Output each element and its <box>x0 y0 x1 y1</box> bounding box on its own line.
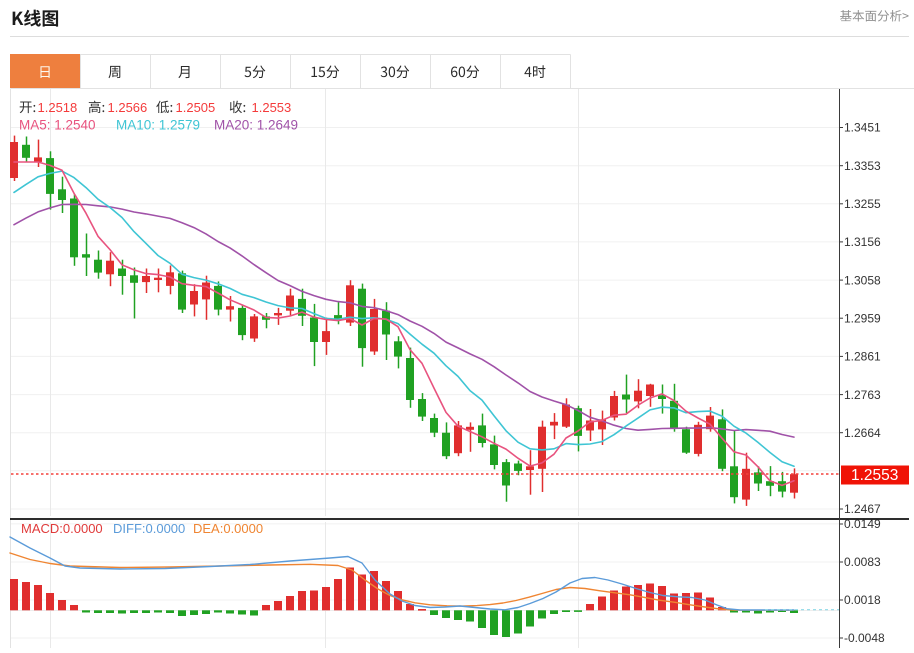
svg-text:MA10: 1.2579: MA10: 1.2579 <box>116 118 200 133</box>
svg-text:1.2566: 1.2566 <box>108 100 148 115</box>
svg-text:1.3255: 1.3255 <box>844 197 881 211</box>
svg-text:0.0083: 0.0083 <box>844 555 881 569</box>
svg-text:1.2959: 1.2959 <box>844 311 881 325</box>
svg-text:MA5: 1.2540: MA5: 1.2540 <box>19 118 96 133</box>
svg-text:1.2467: 1.2467 <box>844 502 881 516</box>
svg-text:0.0149: 0.0149 <box>844 517 881 531</box>
svg-text:1.3451: 1.3451 <box>844 121 881 135</box>
svg-text:1.2664: 1.2664 <box>844 426 881 440</box>
svg-text:1.2861: 1.2861 <box>844 350 881 364</box>
svg-text:MA20: 1.2649: MA20: 1.2649 <box>214 118 298 133</box>
svg-text:-0.0048: -0.0048 <box>844 631 885 645</box>
svg-text:1.3353: 1.3353 <box>844 159 881 173</box>
svg-text:1.2553: 1.2553 <box>252 100 292 115</box>
svg-text:MACD:0.0000: MACD:0.0000 <box>21 521 103 536</box>
svg-text:1.2553: 1.2553 <box>851 467 898 484</box>
svg-text:1.2518: 1.2518 <box>38 100 78 115</box>
svg-text:1.2505: 1.2505 <box>176 100 216 115</box>
svg-text:1.3058: 1.3058 <box>844 273 881 287</box>
svg-text:1.3156: 1.3156 <box>844 235 881 249</box>
svg-text:0.0018: 0.0018 <box>844 593 881 607</box>
svg-text:DEA:0.0000: DEA:0.0000 <box>193 521 263 536</box>
svg-text:1.2763: 1.2763 <box>844 388 881 402</box>
svg-text:DIFF:0.0000: DIFF:0.0000 <box>113 521 185 536</box>
